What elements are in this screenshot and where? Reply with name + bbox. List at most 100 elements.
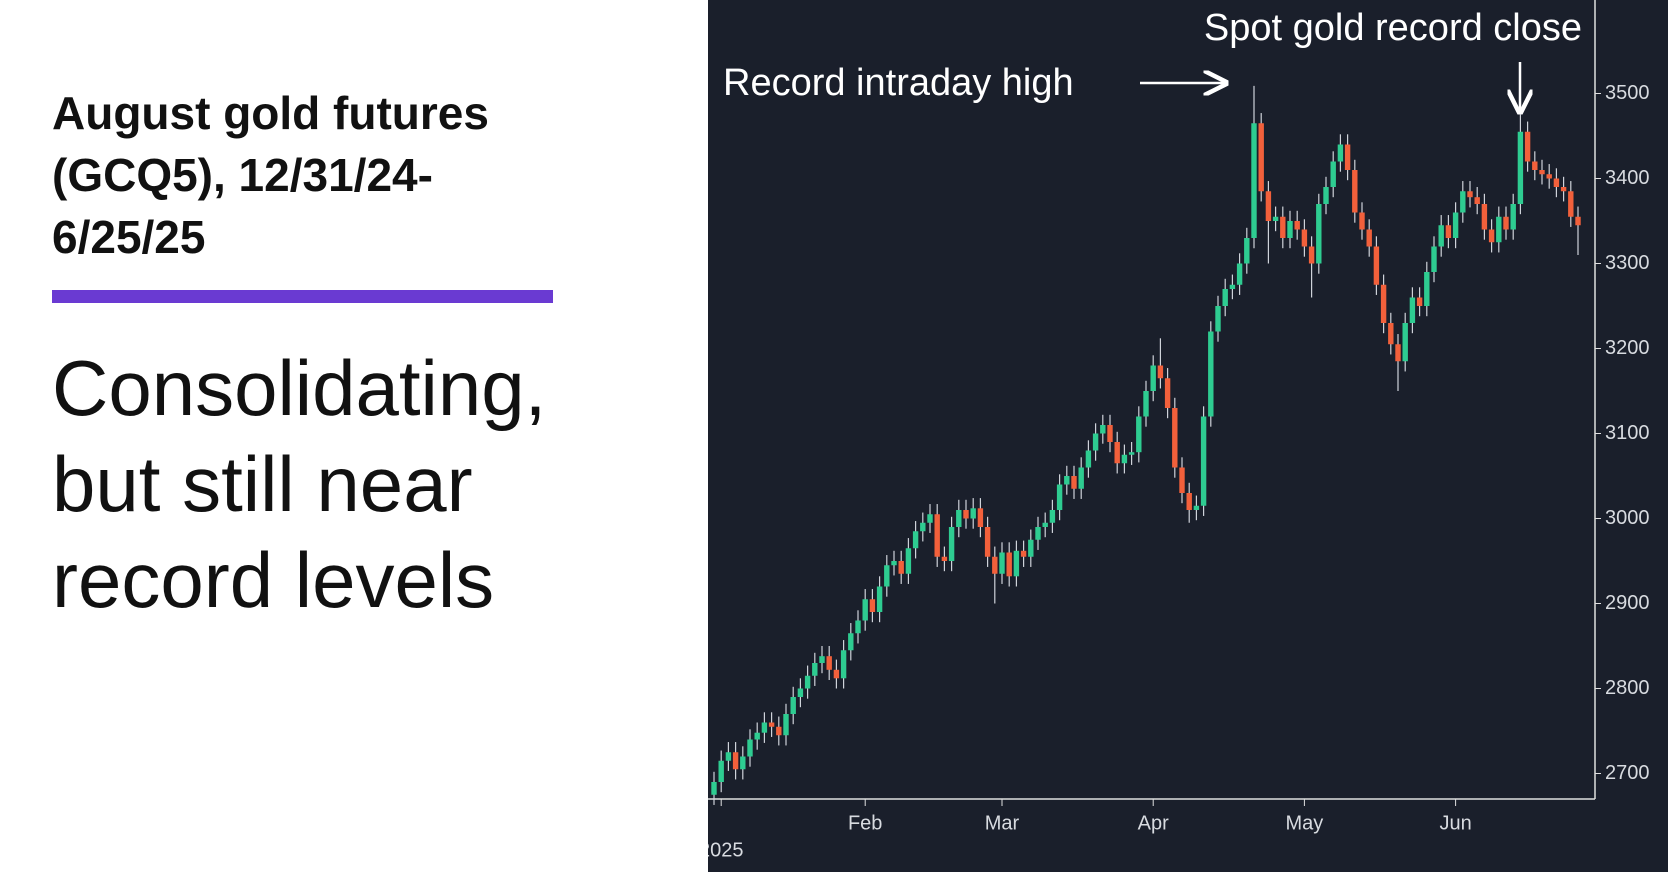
- candle-body: [1172, 408, 1178, 468]
- candle-body: [1553, 178, 1560, 187]
- candle-body: [1308, 246, 1315, 264]
- candle-body: [1409, 297, 1416, 323]
- candle-body: [1244, 238, 1250, 264]
- candle-body: [1208, 331, 1214, 417]
- candle-body: [1467, 191, 1473, 198]
- candle-body: [1006, 552, 1012, 577]
- candle-body: [1510, 204, 1516, 230]
- x-tick-label: Apr: [1138, 812, 1169, 834]
- candle-body: [1179, 467, 1185, 493]
- candle-body: [1560, 187, 1567, 192]
- candle-body: [804, 675, 811, 689]
- candle-body: [1143, 391, 1149, 417]
- candle-body: [1222, 289, 1228, 306]
- y-tick-label: 3500: [1605, 82, 1650, 104]
- candle-body: [948, 527, 955, 561]
- candle-body: [833, 669, 840, 679]
- y-tick-label: 3200: [1605, 337, 1650, 359]
- chart: 2700 2800 2900 3000 3100 3200 3300 3400 3500 2025…: [708, 0, 1668, 872]
- candle-body: [1013, 550, 1020, 577]
- candle-body: [1575, 216, 1581, 226]
- candle-body: [1078, 467, 1084, 489]
- candle-body: [848, 633, 854, 651]
- candle-body: [905, 548, 912, 574]
- candle-body: [1265, 191, 1272, 221]
- candle-body: [1294, 221, 1300, 230]
- candle-body: [1568, 191, 1574, 217]
- candle-body: [1150, 365, 1156, 391]
- candle-body: [956, 510, 962, 527]
- candle-body: [970, 508, 976, 519]
- candle-body: [1215, 306, 1221, 332]
- candle-body: [790, 697, 796, 714]
- candle-body: [1236, 263, 1243, 285]
- candle-body: [1481, 204, 1488, 230]
- title: August gold futures (GCQ5), 12/31/24-6/2…: [52, 87, 489, 263]
- candle-body: [1496, 216, 1502, 243]
- candle-body: [725, 752, 732, 761]
- candle-body: [740, 756, 746, 770]
- y-tick-label: 2700: [1605, 762, 1650, 784]
- candle-body: [1186, 493, 1192, 510]
- candle-body: [1114, 442, 1120, 464]
- annotation: Record intraday high: [723, 62, 1074, 104]
- candle-body: [1121, 454, 1128, 464]
- candle-body: [1035, 527, 1041, 540]
- candle-body: [1460, 191, 1466, 213]
- candle-body: [984, 527, 991, 557]
- chart-background: [708, 0, 1668, 872]
- candle-body: [1107, 425, 1113, 442]
- candle-body: [754, 732, 760, 740]
- candle-body: [1287, 221, 1293, 238]
- candle-body: [732, 752, 739, 770]
- candle-body: [1056, 484, 1063, 510]
- candle-body: [1452, 212, 1459, 238]
- candle-body: [812, 663, 818, 676]
- annotation: Spot gold record close: [1204, 7, 1582, 49]
- candle-body: [1438, 225, 1444, 247]
- candle-body: [1323, 187, 1329, 204]
- x-tick-label: 2025: [708, 839, 743, 861]
- candle-body: [776, 726, 782, 736]
- candle-body: [884, 565, 890, 587]
- candle-body: [1136, 416, 1142, 453]
- candle-body: [1380, 284, 1387, 323]
- candle-body: [747, 739, 753, 757]
- candle-body: [1546, 174, 1552, 179]
- candle-body: [1445, 225, 1452, 238]
- candle-body: [1200, 416, 1207, 506]
- candle-body: [1164, 378, 1171, 408]
- y-tick-label: 3100: [1605, 422, 1650, 444]
- candle-body: [1071, 476, 1077, 489]
- candle-body: [963, 510, 969, 519]
- candle-body: [1474, 197, 1480, 204]
- candle-body: [840, 650, 847, 679]
- candle-body: [1330, 161, 1336, 187]
- candle-body: [1532, 161, 1538, 170]
- candle-body: [1373, 246, 1380, 285]
- candle-body: [1503, 216, 1509, 230]
- candle-body: [992, 556, 998, 574]
- accent-bar: [52, 290, 553, 303]
- candle-body: [1049, 510, 1056, 523]
- y-tick-label: 3300: [1605, 252, 1650, 274]
- candle-body: [1100, 425, 1106, 434]
- x-tick-label: Jun: [1439, 812, 1471, 834]
- y-tick-label: 3000: [1605, 507, 1650, 529]
- candle-body: [1359, 212, 1365, 230]
- subtitle: Consolidating, but still near record lev…: [52, 344, 547, 624]
- candle-body: [1251, 123, 1257, 238]
- candle-body: [898, 561, 904, 574]
- candle-body: [1092, 433, 1099, 451]
- candle-body: [927, 514, 933, 523]
- candle-body: [869, 599, 876, 612]
- candle-body: [1431, 246, 1437, 272]
- candle-body: [1193, 505, 1200, 510]
- candle-body: [718, 760, 724, 782]
- candle-body: [1488, 229, 1495, 243]
- candle-body: [1388, 323, 1394, 345]
- candle-body: [819, 656, 825, 663]
- candle-body: [1539, 170, 1545, 175]
- candle-body: [1280, 216, 1286, 238]
